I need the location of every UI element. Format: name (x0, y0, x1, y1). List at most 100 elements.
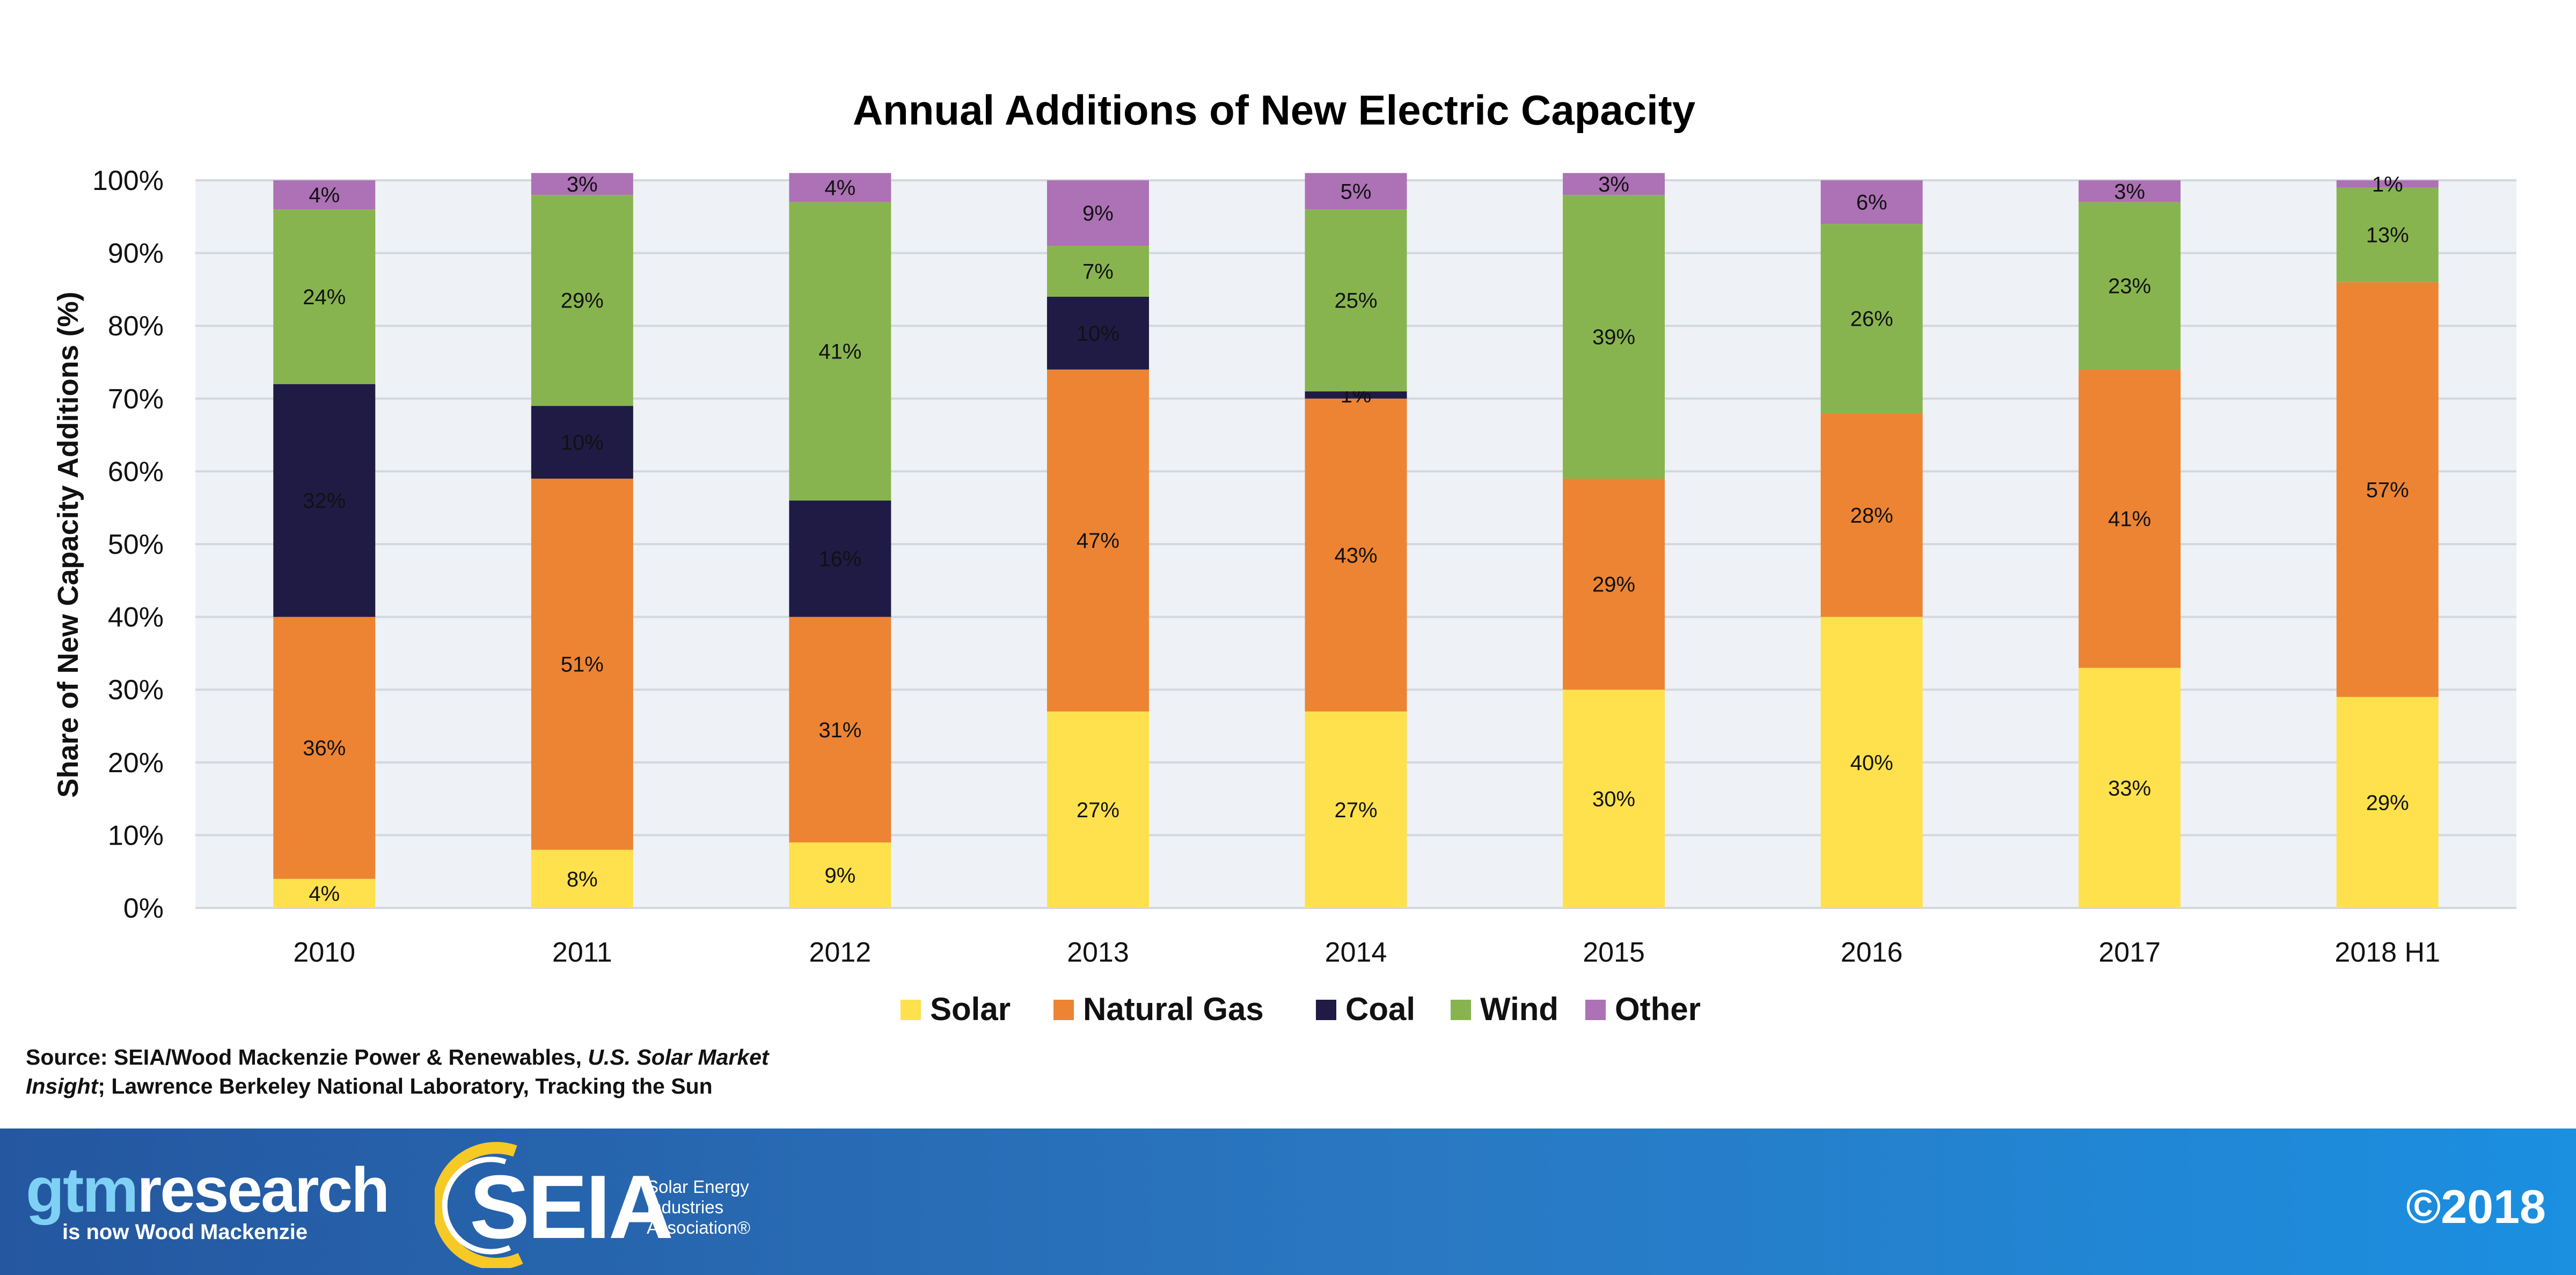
bar-segment (531, 195, 633, 406)
data-label: 5% (1341, 180, 1372, 203)
bar-segment (1820, 180, 1923, 224)
data-label: 33% (2108, 776, 2151, 800)
chart: Annual Additions of New Electric Capacit… (52, 86, 2516, 1027)
bar-segment (1046, 180, 1149, 246)
seia-tagline-line3: Association® (647, 1218, 751, 1237)
bar-stack: 27% 47% 10% 7% 9% (1046, 180, 1149, 908)
data-label: 41% (2108, 508, 2151, 531)
bar-segment (789, 617, 891, 842)
data-label: 6% (1856, 191, 1887, 215)
bar-segment (273, 878, 376, 908)
data-label: 30% (1592, 788, 1635, 811)
data-label: 29% (2366, 791, 2409, 815)
data-label: 23% (2108, 275, 2151, 298)
copyright: ©2018 (2406, 1180, 2546, 1233)
data-label: 4% (824, 177, 855, 200)
bar-stack: 9% 31% 16% 41% 4% (789, 173, 891, 908)
data-label: 10% (561, 431, 604, 455)
bar-segment (789, 173, 891, 202)
bar-segment (1563, 173, 1665, 195)
y-tick-label: 40% (108, 602, 164, 633)
chart-title: Annual Additions of New Electric Capacit… (853, 86, 1695, 134)
bar-segment (531, 173, 633, 195)
bar-stack: 33% 41% 23% 3% (2079, 180, 2181, 908)
bar-stack: 30% 29% 39% 3% (1563, 173, 1665, 908)
y-tick-label: 80% (108, 311, 164, 342)
bar-segment (531, 406, 633, 479)
data-label: 3% (1598, 173, 1629, 196)
y-axis-label: Share of New Capacity Additions (%) (52, 291, 84, 797)
data-label: 32% (303, 489, 346, 513)
data-label: 3% (567, 173, 598, 196)
x-tick-label: 2017 (2098, 937, 2161, 968)
bar-stack: 29% 57% 13% 1% (2336, 173, 2439, 908)
data-label: 4% (309, 184, 340, 207)
bar-segment (1563, 478, 1665, 690)
bar-segment (2079, 369, 2181, 668)
y-tick-label: 70% (108, 384, 164, 415)
data-label: 7% (1082, 260, 1114, 284)
bar-stack: 40% 28% 26% 6% (1820, 180, 1923, 908)
bar-segment (1305, 391, 1407, 399)
data-label: 31% (818, 719, 861, 742)
bar-segment (1305, 173, 1407, 210)
data-label: 9% (824, 864, 855, 888)
bar-segment (273, 180, 376, 210)
y-tick-label: 100% (92, 165, 164, 196)
bar-stack: 4% 36% 32% 24% 4% (273, 180, 376, 908)
bar-segment (2079, 180, 2181, 202)
source-italic: U.S. Solar Market Insight (26, 1045, 769, 1098)
legend-swatch (1053, 1000, 1074, 1020)
bar-segment (1305, 209, 1407, 392)
data-label: 8% (567, 868, 598, 891)
bar-segment (1820, 413, 1923, 617)
bars: 4% 36% 32% 24% 4% 8% 51% 10% 29% 3% 9% 31% 16% 41% 4% 2… (273, 173, 2439, 908)
bar-segment (2336, 187, 2439, 282)
bar-segment (789, 202, 891, 501)
gtm-research-logo: gtmresearch is now Wood Mackenzie (26, 1155, 390, 1244)
bar-segment (2079, 668, 2181, 908)
legend-swatch (1585, 1000, 1606, 1020)
data-label: 28% (1850, 504, 1893, 527)
legend: Solar Natural Gas Coal Wind Other (901, 991, 1701, 1027)
bar-segment (789, 500, 891, 617)
data-label: 43% (1334, 544, 1377, 567)
seia-tagline-line1: Solar Energy (647, 1177, 749, 1197)
x-tick-label: 2012 (809, 937, 872, 968)
bar-segment (1046, 711, 1149, 908)
bar-segment (1305, 711, 1407, 908)
x-tick-label: 2013 (1067, 937, 1129, 968)
y-tick-label: 60% (108, 456, 164, 487)
bar-segment (273, 617, 376, 879)
footer-banner: gtmresearch is now Wood Mackenzie SEIA S… (0, 1129, 2576, 1275)
data-label: 10% (1077, 322, 1119, 346)
bar-segment (1563, 195, 1665, 479)
data-label: 13% (2366, 224, 2409, 247)
x-axis-ticks: 2010 2011 2012 2013 2014 2015 2016 2017 2018 H1 (293, 937, 2440, 968)
legend-label: Solar (930, 991, 1011, 1027)
bar-segment (273, 384, 376, 617)
bar-segment (1305, 398, 1407, 712)
data-label: 29% (561, 289, 604, 313)
bar-stack: 27%43%1%25%5% (1305, 173, 1407, 908)
bar-segment (2336, 697, 2439, 908)
legend-swatch (901, 1000, 921, 1020)
source-suffix: ; Lawrence Berkeley National Laboratory,… (98, 1074, 713, 1098)
data-label: 3% (2114, 180, 2145, 203)
legend-label: Coal (1345, 991, 1415, 1027)
bar-segment (1046, 246, 1149, 297)
seia-tagline: Solar Energy Industries Association® (647, 1177, 786, 1238)
x-tick-label: 2011 (552, 937, 612, 968)
gtm-logo-part1: gtm (26, 1155, 138, 1226)
y-tick-label: 10% (108, 820, 164, 851)
data-label: 16% (818, 547, 861, 571)
gtm-logo-part2: research (137, 1155, 390, 1226)
x-tick-label: 2014 (1325, 937, 1387, 968)
data-label: 4% (309, 882, 340, 906)
y-tick-label: 30% (108, 675, 164, 706)
bar-segment (531, 478, 633, 850)
legend-swatch (1316, 1000, 1336, 1020)
source-note: Source: SEIA/Wood Mackenzie Power & Rene… (26, 1043, 831, 1101)
x-tick-label: 2010 (293, 937, 355, 968)
data-label: 39% (1592, 326, 1635, 349)
